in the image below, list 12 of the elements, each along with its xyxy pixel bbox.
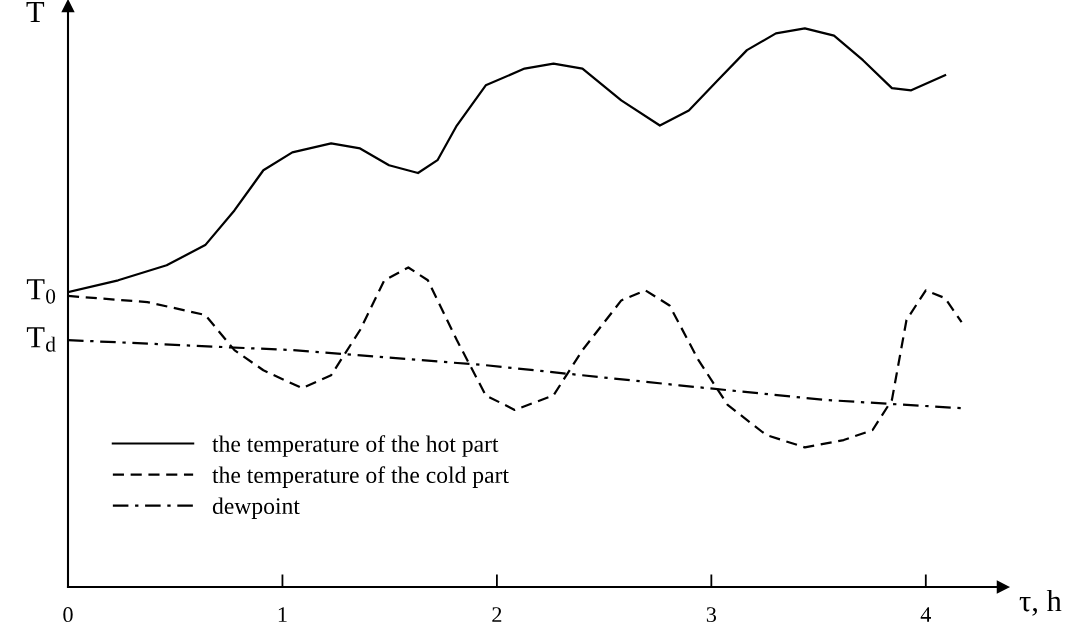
x-tick-label: 2	[492, 607, 502, 622]
x-tick-label: 0	[63, 607, 73, 623]
annotation: T$_{0}$	[26, 279, 56, 304]
legend-label: dewpoint	[212, 497, 300, 519]
legend-label: the temperature of the cold part	[212, 466, 509, 488]
y-axis-title: T	[26, 2, 45, 23]
legend-label: the temperature of the hot part	[212, 435, 499, 457]
x-tick-label: 4	[920, 607, 932, 622]
x-axis-title: τ, h	[1019, 589, 1062, 616]
annotation: T$_{d}$	[26, 327, 56, 352]
x-tick-label: 3	[706, 607, 717, 623]
x-tick-label: 1	[278, 607, 287, 622]
